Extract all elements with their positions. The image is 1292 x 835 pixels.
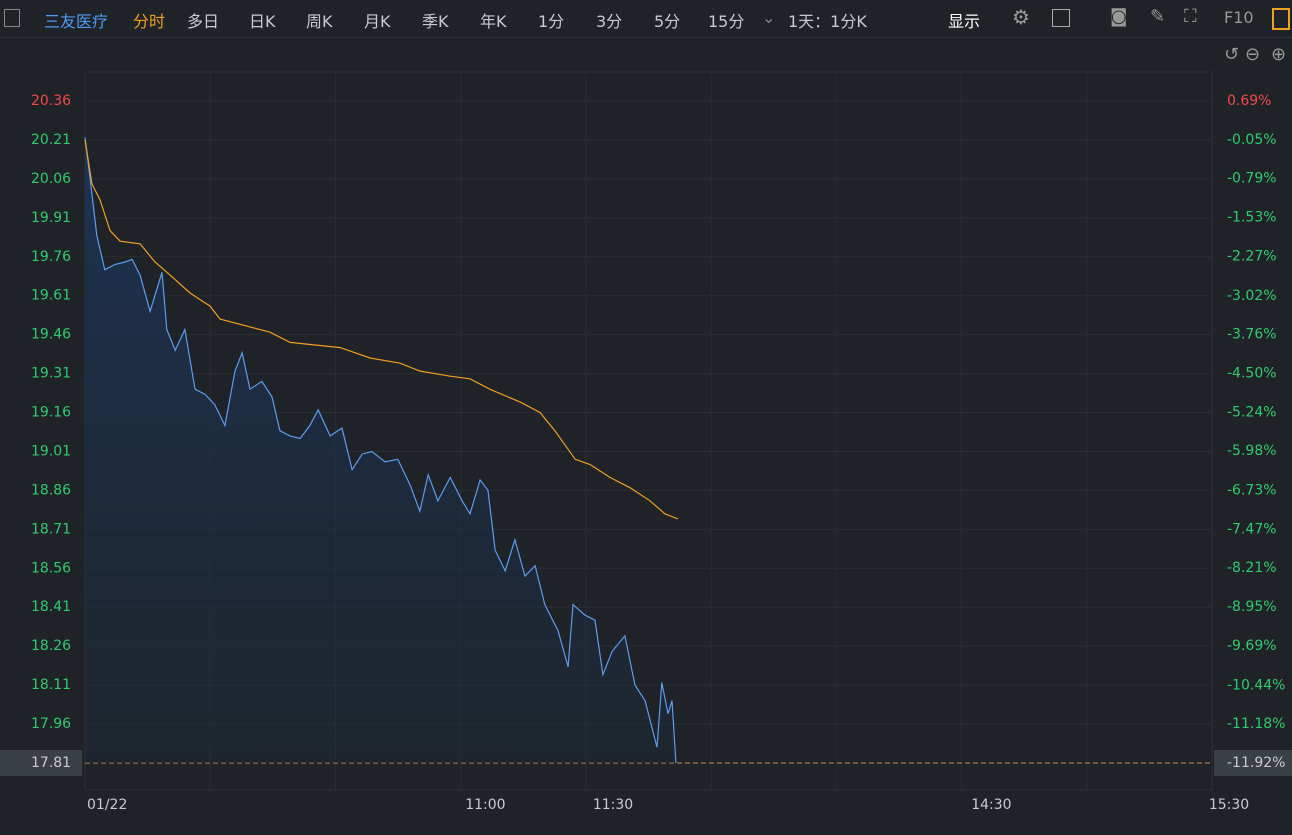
tab[interactable]: 周K [306, 12, 333, 31]
zoom-out-icon[interactable]: ⊖ [1245, 44, 1260, 65]
y-tick-label: 20.21 [31, 132, 71, 148]
price-line [84, 137, 677, 764]
panel-icon[interactable] [4, 9, 20, 27]
y2-tick-label: -0.05% [1227, 132, 1277, 148]
y2-tick-label: -10.44% [1227, 677, 1285, 693]
settings-icon[interactable]: ⚙ [1012, 5, 1030, 29]
pen-icon[interactable]: ✎ [1150, 6, 1166, 27]
y-tick-label: 19.31 [31, 366, 71, 382]
box-icon[interactable] [1052, 9, 1070, 27]
y-tick-label: 19.01 [31, 443, 71, 459]
y2-tick-label: -8.95% [1227, 599, 1277, 615]
y-tick-label: 19.76 [31, 249, 71, 265]
tab[interactable]: 季K [422, 12, 449, 31]
tab[interactable]: 5分 [654, 12, 681, 31]
y-tick-label: 18.71 [31, 521, 71, 537]
tab[interactable]: 日K [249, 12, 276, 31]
tab[interactable]: 1分 [538, 12, 565, 31]
y-tick-label: 17.96 [31, 716, 71, 732]
camera-icon[interactable]: ◙ [1110, 6, 1128, 27]
price-area [85, 137, 676, 764]
tab[interactable]: 分时 [133, 12, 166, 31]
y2-tick-label: 0.69% [1227, 93, 1271, 109]
y-tick-label: 18.26 [31, 638, 71, 654]
y2-tick-label: -3.76% [1227, 327, 1277, 343]
y2-tick-label: -1.53% [1227, 210, 1277, 226]
tab[interactable]: 年K [480, 12, 507, 31]
y-tick-label: 19.91 [31, 210, 71, 226]
y2-tick-label: -11.18% [1227, 716, 1285, 732]
x-tick-label: 11:30 [593, 797, 633, 813]
y-tick-label: 18.56 [31, 560, 71, 576]
avg-line [84, 139, 679, 520]
tab[interactable]: 15分 [708, 12, 745, 31]
x-tick-label: 15:30 [1209, 797, 1249, 813]
dropdown-arrow[interactable]: ⌄ [762, 8, 776, 27]
stock-name[interactable]: 三友医疗 [44, 12, 109, 31]
y2-tick-label: -9.69% [1227, 638, 1277, 654]
tab[interactable]: 月K [364, 12, 391, 31]
y-tick-label: 17.81 [31, 755, 71, 771]
y2-tick-label: -3.02% [1227, 288, 1277, 304]
y2-tick-label: -5.98% [1227, 443, 1277, 459]
zoom-in-icon[interactable]: ⊕ [1271, 44, 1286, 65]
x-tick-label: 11:00 [465, 797, 505, 813]
price-label-bg [0, 750, 82, 776]
y-tick-label: 18.86 [31, 482, 71, 498]
y2-tick-label: -8.21% [1227, 560, 1277, 576]
y-tick-label: 19.46 [31, 327, 71, 343]
pct-label-bg [1214, 750, 1292, 776]
side-panel-icon[interactable] [1272, 8, 1290, 30]
y2-tick-label: -5.24% [1227, 404, 1277, 420]
display-menu[interactable]: 显示 [948, 12, 981, 31]
y-tick-label: 19.61 [31, 288, 71, 304]
y2-tick-label: -4.50% [1227, 365, 1277, 381]
tab[interactable]: 多日 [187, 12, 220, 31]
x-tick-label: 14:30 [971, 797, 1011, 813]
y2-tick-label: -7.47% [1227, 521, 1277, 537]
y-tick-label: 18.11 [31, 677, 71, 693]
x-tick-label: 01/22 [87, 797, 127, 813]
tab[interactable]: 3分 [596, 12, 623, 31]
y-tick-label: 20.06 [31, 171, 71, 187]
y2-tick-label: -0.79% [1227, 171, 1277, 187]
time-setting[interactable]: 1天：1分K [788, 12, 867, 31]
undo-icon[interactable]: ↺ [1224, 44, 1239, 65]
f10-button[interactable]: F10 [1224, 8, 1254, 27]
y-tick-label: 19.16 [31, 405, 71, 421]
y2-tick-label: -11.92% [1227, 755, 1285, 771]
toolbar: 三友医疗 分时 多日 日K 周K 月K 季K 年K 1分 3分 5分 15分 ⌄… [0, 0, 1292, 38]
y-tick-label: 18.41 [31, 599, 71, 615]
y2-tick-label: -2.27% [1227, 248, 1277, 264]
fullscreen-icon[interactable]: ⛶ [1184, 6, 1197, 27]
y-tick-label: 20.36 [31, 93, 71, 109]
y2-tick-label: -6.73% [1227, 483, 1277, 499]
